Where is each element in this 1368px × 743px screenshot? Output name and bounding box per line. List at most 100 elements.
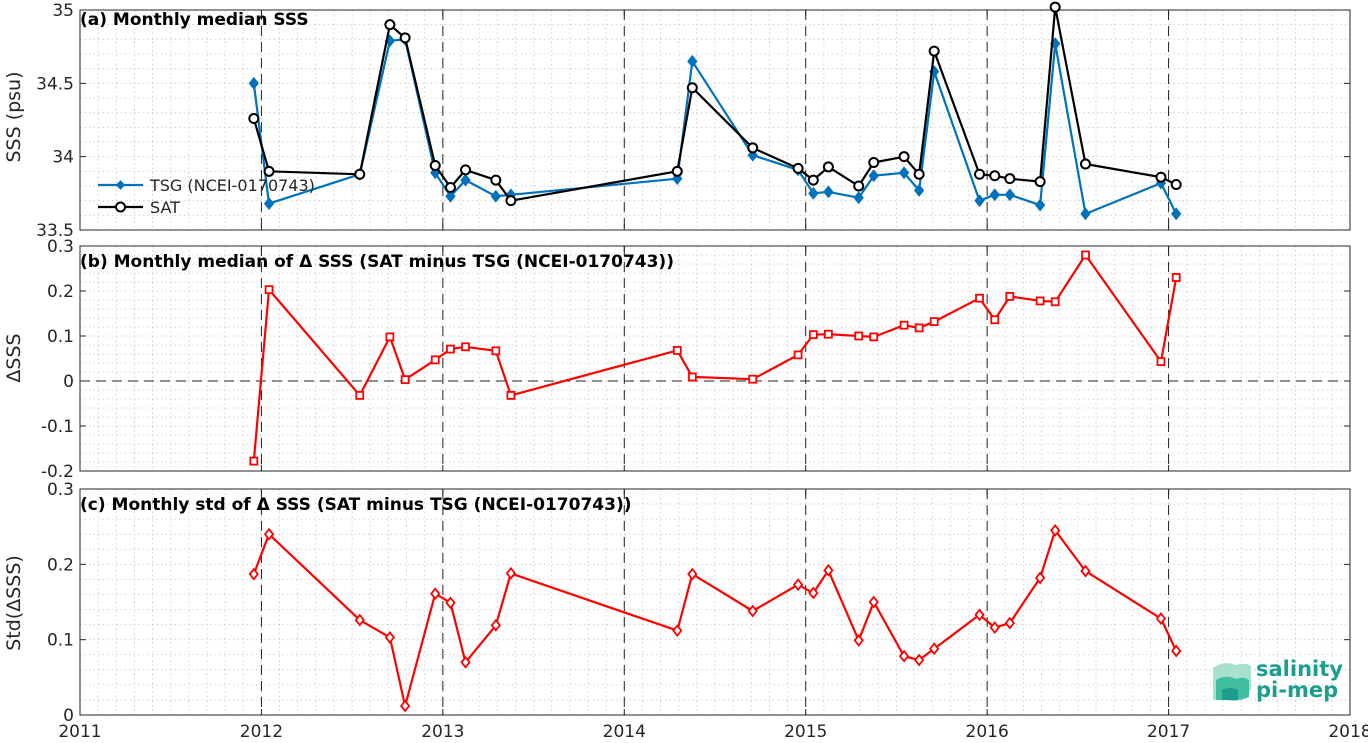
panel-c-data-point [913,653,925,667]
panel-c-monthly-std-delta-sss: 0 0.1 0.2 0.3 2011 2012 2013 2014 2015 2016 2017 20… [47,480,1368,742]
panel-c-data-point [853,633,864,647]
panel-b-data-point [446,344,455,354]
panel-c-data-point [974,608,985,622]
panel-c-data-point [868,595,879,609]
panel-b-title: (b) Monthly median of Δ SSS (SAT minus T… [80,252,674,272]
panel-c-xtick-label: 2014 [603,722,646,742]
panel-a-data-point [1079,158,1091,170]
panel-a-data-point [823,185,834,199]
panel-c-ytick-label: 0.2 [47,555,74,575]
panel-c-ylabel: Std(ΔSSS) [3,555,25,651]
panel-c-data-point [1004,616,1015,630]
panel-a-data-point [460,164,472,176]
panel-c-title: (c) Monthly std of Δ SSS (SAT minus TSG … [80,495,631,515]
panel-a-axes-box [79,9,1351,231]
panel-c-data-point [399,699,411,713]
panel-c-data-point [354,613,365,627]
panel-b-data-point [990,315,1000,325]
panel-b-ytick-label: -0.1 [41,417,74,437]
logo-line1: salinity [1256,657,1343,681]
panel-b-data-point [385,332,395,342]
panel-a-data-point [1170,179,1182,191]
panel-a-data-point [808,186,819,200]
panel-b-data-point [1156,357,1166,367]
panel-a-data-point [263,197,275,211]
panel-a-ytick-label: 35 [52,1,74,21]
panel-a-data-point [248,113,260,125]
panel-b-data-point [491,346,501,356]
panel-a-data-point [1004,173,1016,185]
panel-c-data-point [430,587,441,601]
panel-a-data-point [792,162,804,174]
panel-a-data-point [898,151,910,163]
panel-b-data-point [400,375,410,385]
panel-a-data-point [1034,176,1046,188]
panel-b-data-point [899,320,909,330]
panel-c-data-point [672,624,683,638]
panel-c-xtick-label: 2011 [58,722,101,742]
panel-a-data-point [898,166,910,180]
panel-a-data-point [460,173,471,187]
panel-a-ytick-label: 34.5 [36,74,74,94]
panel-c-data-point [747,604,758,618]
panel-c-data-point [929,642,940,656]
panel-c-data-point [1155,612,1167,626]
panel-b-data-point [748,374,758,384]
panel-c-data-point [989,621,1000,635]
panel-c-data-point [823,563,834,577]
panel-b-data-point [854,331,864,341]
panel-a-data-point [429,159,441,171]
panel-b-data-point [430,355,440,365]
panel-c-series-0 [248,523,1182,713]
panel-c-xtick-label: 2016 [966,722,1009,742]
panel-a-plot-area [80,10,1350,230]
panel-a-data-point [989,170,1001,182]
panel-a-data-point [686,82,698,94]
panel-a-data-point [868,157,880,169]
salinity-pi-mep-logo: salinity pi-mep [1213,657,1343,702]
panel-c-data-point [898,649,910,663]
panel-c-ytick-label: 0 [63,706,74,726]
panel-c-data-point [808,586,819,600]
panel-b-ytick-label: -0.2 [41,462,74,482]
panel-b-data-point [1005,291,1015,301]
panel-b-data-point [1081,250,1090,260]
panel-a-ytick-label: 34 [52,148,74,168]
panel-a-data-point [807,174,819,186]
panel-a-data-point [974,194,985,208]
panel-a-data-point [1171,207,1182,221]
panel-b-ytick-label: 0.2 [47,282,74,302]
panel-a-data-point [928,45,940,57]
panel-a-data-point [868,169,879,183]
panel-c-xtick-label: 2013 [421,722,464,742]
panel-a-data-point [853,180,865,192]
panel-b-data-point [1050,297,1060,307]
panel-a-ytick-label: 33.5 [36,221,74,241]
panel-a-series-1 [248,1,1182,207]
panel-c-ytick-label: 0.1 [47,631,74,651]
panel-b-series-0 [249,250,1181,466]
panel-b-data-point [869,332,879,342]
panel-c-data-point [687,567,698,581]
panel-b-data-point [506,390,516,400]
legend-tsg-label: TSG (NCEI-0170743) [149,176,315,195]
panel-a-data-point [853,191,864,205]
panel-a-data-point [1049,1,1061,13]
logo-wave-core-icon [1222,688,1238,700]
legend-tsg-marker [115,180,126,190]
panel-b-ytick-label: 0 [63,372,74,392]
panel-c-data-point [792,578,804,592]
panel-c-ytick-label: 0.3 [47,480,74,500]
panel-a-data-point [384,19,396,31]
panel-c-data-point [1080,564,1091,578]
panel-c-data-point [1034,571,1046,585]
panel-b-data-point [687,372,697,382]
legend-sat-marker [115,201,126,213]
panel-a-data-point [974,168,986,180]
panel-b-ytick-label: 0.3 [47,237,74,257]
panel-c-data-point [445,596,456,610]
panel-c-xtick-label: 2017 [1147,722,1190,742]
panel-b-minor-grid [79,245,1351,472]
panel-a-data-point [444,181,456,193]
